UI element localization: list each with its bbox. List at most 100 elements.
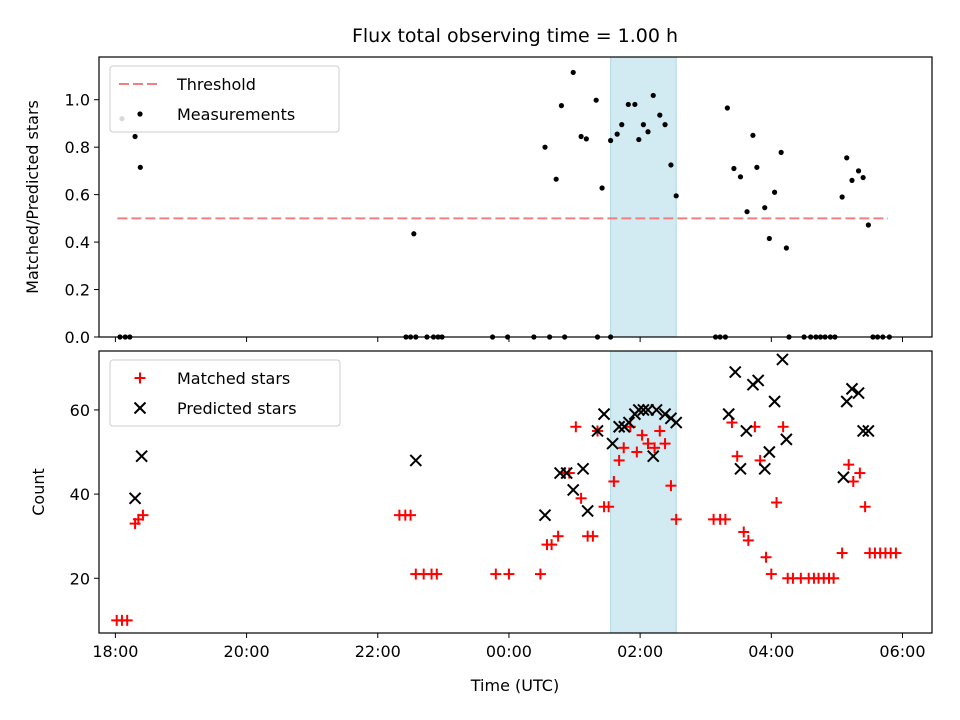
bottom-matched-point — [771, 497, 783, 509]
bottom-matched-point — [670, 513, 682, 525]
top-measurement-point — [593, 97, 599, 103]
top-measurement-point — [632, 101, 638, 108]
x-axis-label: Time (UTC) — [470, 676, 559, 695]
cross-b — [776, 353, 789, 366]
top-measurement-point — [614, 131, 620, 137]
bottom-matched-point — [603, 501, 615, 513]
top-y-tick-label: 0.4 — [65, 233, 90, 252]
cross-b — [768, 395, 781, 408]
cross-b — [135, 450, 148, 463]
bottom-predicted-point — [669, 416, 683, 429]
cross-b — [128, 492, 142, 505]
x-tick-label: 00:00 — [486, 642, 532, 661]
x-tick-label: 20:00 — [224, 642, 270, 661]
bottom-predicted-point — [409, 454, 423, 467]
top-measurement-point — [542, 144, 548, 150]
top-measurement-point — [662, 122, 668, 128]
cross-b — [622, 416, 636, 429]
bottom-y-tick-label: 40 — [70, 485, 90, 504]
top-panel: 0.0 0.2 0.4 0.6 0.8 1.0 Threshold Measurements — [65, 56, 933, 347]
cross-b — [669, 416, 683, 429]
bottom-matched-point — [760, 551, 772, 563]
bottom-matched-point — [854, 467, 866, 479]
top-measurement-point — [766, 235, 772, 242]
cross-b — [409, 454, 423, 467]
cross-b — [845, 382, 859, 396]
bottom-predicted-point — [560, 466, 573, 480]
bottom-predicted-point — [128, 492, 142, 505]
cross-b — [780, 433, 793, 446]
top-measurement-point — [578, 133, 584, 140]
bottom-matched-point — [742, 534, 754, 546]
bottom-matched-point — [777, 421, 789, 433]
cross-b — [837, 471, 850, 484]
cross-b — [852, 386, 865, 400]
legend-label: Measurements — [177, 105, 295, 124]
bottom-matched-point — [738, 526, 750, 538]
top-measurement-point — [783, 245, 789, 251]
top-measurement-point — [650, 92, 656, 99]
top-measurement-point — [771, 189, 778, 195]
cross-b — [740, 424, 753, 438]
cross-b — [581, 504, 594, 518]
x-tick-label: 04:00 — [748, 642, 794, 661]
top-y-tick-label: 0.0 — [65, 328, 90, 347]
bottom-matched-point — [587, 530, 599, 542]
bottom-predicted-point — [606, 437, 619, 450]
bottom-predicted-point — [758, 462, 771, 476]
bottom-predicted-point — [845, 382, 859, 396]
bottom-predicted-point — [768, 395, 781, 408]
top-measurement-point — [553, 176, 559, 182]
top-measurement-point — [750, 132, 756, 138]
bottom-predicted-point — [591, 424, 604, 438]
cross-b — [734, 462, 747, 476]
top-y-axis-label: Matched/Predicted stars — [23, 100, 42, 294]
bottom-highlight-span — [610, 350, 677, 634]
top-measurement-point — [137, 164, 143, 170]
cross-b — [722, 407, 735, 421]
bottom-predicted-point — [837, 471, 850, 484]
bottom-matched-point — [731, 450, 743, 462]
cross-b — [658, 407, 672, 421]
bottom-predicted-point — [622, 416, 636, 429]
top-measurement-point — [754, 164, 760, 170]
chart-title: Flux total observing time = 1.00 h — [352, 25, 678, 47]
bottom-matched-point — [575, 492, 587, 504]
top-legend-box — [109, 65, 340, 133]
cross-b — [606, 437, 619, 450]
top-measurement-point — [744, 209, 750, 215]
cross-b — [862, 424, 875, 438]
top-measurement-point — [673, 193, 679, 199]
bottom-matched-point — [642, 438, 654, 450]
top-y-tick-label: 0.6 — [65, 186, 90, 205]
bottom-y-tick-label: 60 — [70, 401, 90, 420]
bottom-predicted-point — [840, 395, 853, 408]
x-tick-label: 06:00 — [879, 642, 925, 661]
bottom-y-axis-label: Count — [29, 468, 48, 516]
bottom-predicted-point — [658, 407, 672, 421]
top-measurement-point — [737, 174, 744, 180]
top-y-tick-label: 0.2 — [65, 281, 90, 300]
bottom-predicted-point — [856, 424, 870, 438]
bottom-predicted-point — [740, 424, 753, 438]
cross-b — [751, 374, 765, 387]
bottom-predicted-point — [852, 386, 865, 400]
bottom-matched-point — [490, 568, 502, 580]
top-measurement-point — [625, 101, 631, 108]
cross-b — [591, 424, 604, 438]
top-highlight-span — [610, 56, 677, 338]
top-measurement-point — [411, 231, 417, 237]
cross-b — [758, 462, 771, 476]
bottom-axes-frame — [98, 350, 933, 634]
top-measurement-point — [865, 222, 871, 228]
bottom-matched-point — [654, 425, 666, 437]
top-measurement-point — [619, 122, 625, 128]
x-tick-label: 18:00 — [92, 642, 138, 661]
bottom-predicted-point — [776, 353, 789, 366]
bottom-matched-point — [613, 454, 625, 466]
bottom-matched-point — [890, 547, 902, 559]
bottom-matched-point — [719, 513, 731, 525]
bottom-matched-point — [843, 459, 855, 471]
bottom-matched-point — [534, 568, 546, 580]
